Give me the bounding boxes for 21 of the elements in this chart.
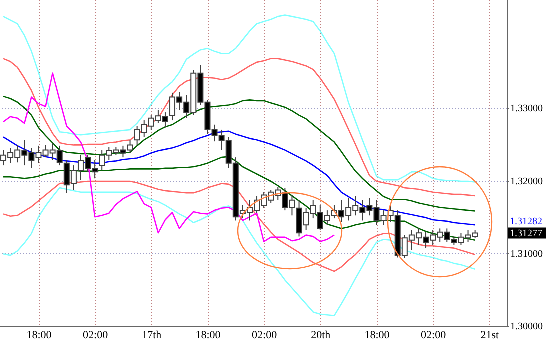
y-tick-label: 1.32000 [510, 176, 543, 188]
y-tick-label: 1.30000 [510, 322, 543, 332]
y-tick-label: 1.33000 [510, 104, 543, 115]
line-series [2, 130, 476, 226]
line-series [2, 58, 476, 197]
text: 1.31282 [510, 216, 542, 228]
y-tick-label: 1.31000 [510, 248, 543, 260]
line-series [2, 14, 476, 183]
x-tick-label: 18:00 [26, 330, 52, 341]
x-tick-label: 17th [142, 330, 162, 341]
x-tick-label: 20th [311, 330, 332, 341]
text: 1.31277 [510, 228, 542, 240]
x-tick-label: 02:00 [252, 330, 278, 341]
x-tick-label: 18:00 [364, 330, 390, 341]
line-series [2, 96, 476, 212]
x-tick-label: 02:00 [83, 330, 109, 341]
line-series [2, 72, 336, 242]
line-series [2, 187, 476, 316]
x-tick-label: 21st [480, 330, 500, 341]
x-tick-label: 18:00 [196, 330, 222, 341]
x-tick-label: 02:00 [421, 330, 447, 341]
